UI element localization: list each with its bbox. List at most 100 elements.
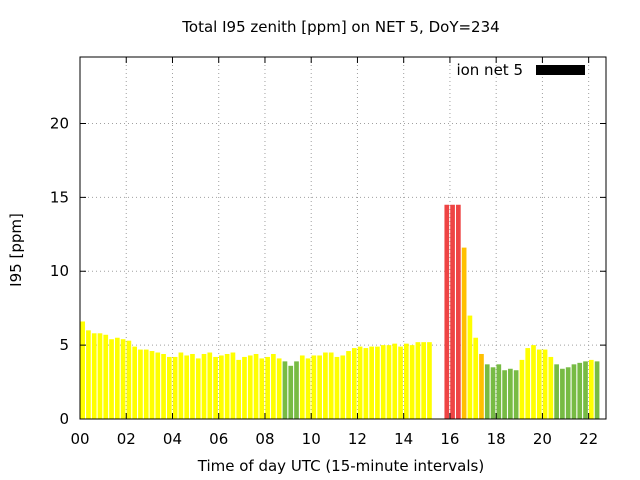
- bar: [167, 356, 172, 419]
- bar: [588, 359, 594, 419]
- bar: [548, 356, 554, 419]
- legend-label: ion net 5: [456, 61, 523, 79]
- x-tick-label: 10: [302, 430, 321, 448]
- bar: [184, 355, 190, 419]
- bar: [103, 334, 109, 419]
- bar: [583, 361, 588, 419]
- y-tick-label: 5: [59, 336, 69, 354]
- bar: [265, 356, 270, 419]
- bar: [536, 349, 542, 419]
- x-tick-label: 18: [487, 430, 506, 448]
- x-tick-label: 08: [255, 430, 274, 448]
- bar: [398, 346, 403, 419]
- bar: [363, 348, 369, 419]
- x-tick-label: 04: [163, 430, 182, 448]
- bar: [392, 343, 398, 419]
- bar: [375, 346, 380, 419]
- x-tick-label: 22: [579, 430, 598, 448]
- x-tick-label: 16: [440, 430, 459, 448]
- bar: [565, 367, 571, 419]
- bar: [161, 353, 166, 419]
- bar: [525, 348, 531, 419]
- bar: [155, 352, 161, 419]
- y-tick-labels: 0 5 10 15 20: [50, 114, 69, 428]
- bar: [219, 355, 224, 419]
- bar: [357, 346, 363, 419]
- bar: [473, 337, 479, 419]
- bar: [467, 315, 473, 419]
- bar: [178, 352, 184, 419]
- bar: [317, 355, 322, 419]
- bar: [508, 368, 513, 419]
- bar: [323, 352, 328, 419]
- grid-lines: [80, 57, 606, 419]
- bar: [594, 361, 600, 419]
- bar: [427, 342, 432, 419]
- bar: [288, 365, 294, 419]
- bar: [247, 355, 253, 419]
- bar: [554, 364, 559, 419]
- bar: [299, 355, 305, 419]
- x-tick-label: 06: [209, 430, 228, 448]
- bar: [351, 348, 357, 419]
- bar: [409, 345, 415, 419]
- bar: [577, 362, 583, 419]
- bar: [386, 345, 392, 419]
- bar: [294, 361, 299, 419]
- bar: [560, 368, 565, 419]
- x-tick-label: 20: [533, 430, 552, 448]
- bar: [421, 342, 427, 419]
- bar: [484, 364, 490, 419]
- bar: [236, 359, 242, 419]
- bar: [519, 359, 525, 419]
- bar: [531, 345, 536, 419]
- x-tick-label: 12: [348, 430, 367, 448]
- bar: [138, 349, 143, 419]
- y-axis-label: I95 [ppm]: [7, 213, 25, 287]
- bar: [97, 333, 103, 419]
- bar: [542, 349, 548, 419]
- bar: [328, 352, 334, 419]
- bar: [346, 351, 351, 419]
- legend: ion net 5: [456, 61, 585, 79]
- bar: [132, 346, 138, 419]
- bar: [172, 356, 178, 419]
- bar: [450, 204, 455, 419]
- y-tick-label: 0: [59, 410, 69, 428]
- bar: [224, 353, 230, 419]
- bar: [114, 337, 120, 419]
- bar: [282, 361, 288, 419]
- bar: [253, 353, 259, 419]
- bar: [230, 352, 236, 419]
- bar: [201, 353, 207, 419]
- x-tick-label: 00: [70, 430, 89, 448]
- plot-frame: [79, 56, 607, 420]
- bar: [195, 358, 201, 419]
- bar: [502, 370, 507, 419]
- bar: [311, 355, 317, 419]
- bar: [271, 353, 276, 419]
- bar: [242, 356, 247, 419]
- tick-marks: [79, 57, 606, 420]
- bar: [80, 321, 85, 419]
- bar: [190, 353, 195, 419]
- bar: [513, 370, 519, 419]
- bar: [490, 367, 496, 419]
- bar: [415, 342, 421, 419]
- bar: [571, 364, 577, 419]
- bar: [143, 349, 149, 419]
- bar: [149, 351, 155, 419]
- legend-swatch: [536, 65, 585, 75]
- bar: [479, 353, 484, 419]
- bar: [213, 356, 218, 419]
- bar: [120, 339, 126, 419]
- bar: [340, 355, 346, 419]
- x-axis-label: Time of day UTC (15-minute intervals): [197, 457, 484, 475]
- bar: [126, 340, 132, 419]
- y-tick-label: 20: [50, 114, 69, 132]
- x-tick-label: 02: [117, 430, 136, 448]
- y-tick-label: 10: [50, 262, 69, 280]
- bar: [461, 247, 467, 419]
- bar: [86, 330, 91, 419]
